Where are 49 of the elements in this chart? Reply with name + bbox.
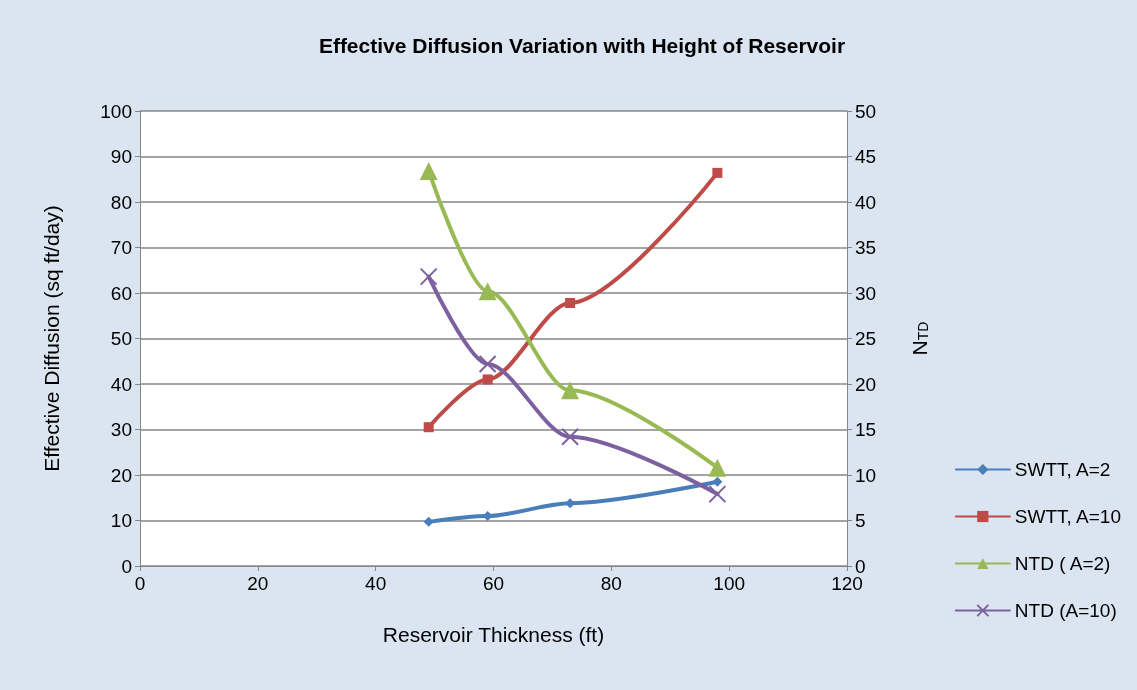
point <box>478 354 497 373</box>
legend-label: SWTT, A=2 <box>1014 459 1111 480</box>
x-tick-label: 60 <box>482 573 505 594</box>
legend-label: NTD ( A=2) <box>1014 553 1111 574</box>
point <box>423 516 434 527</box>
y-tick-label: 50 <box>110 328 132 349</box>
point <box>423 422 434 433</box>
y2-tick-label: 35 <box>855 237 877 258</box>
point <box>708 485 727 504</box>
point <box>478 282 497 301</box>
x-tick-label: 40 <box>365 573 387 594</box>
y-tick-label: 30 <box>110 419 132 440</box>
point <box>561 381 580 400</box>
point <box>565 298 576 309</box>
y-tick-label: 80 <box>110 191 132 213</box>
y2-tick-label: 45 <box>855 146 877 167</box>
x-tick-label: 20 <box>247 573 269 594</box>
y2-tick-label: 40 <box>855 191 877 213</box>
y2-tick-label: 25 <box>855 328 877 349</box>
y2-tick-label: 50 <box>855 100 877 122</box>
x-tick-label: 80 <box>600 573 622 594</box>
x-tick-label: 0 <box>134 573 146 594</box>
x-tick-label: 100 <box>713 573 746 594</box>
point <box>712 476 723 487</box>
y2-tick-label: 15 <box>855 419 877 440</box>
y-tick-label: 100 <box>100 100 132 122</box>
point <box>419 162 438 181</box>
point <box>561 427 580 446</box>
y2-tick-label: 10 <box>855 464 877 486</box>
legend-label: NTD (A=10) <box>1014 600 1117 621</box>
y2-axis-title: NTD <box>908 321 931 356</box>
point <box>419 267 438 286</box>
y-axis-title: Effective Diffusion (sq ft/day) <box>40 205 63 472</box>
y-tick-label: 0 <box>121 555 132 577</box>
y2-tick-label: 5 <box>855 510 866 531</box>
y-tick-label: 90 <box>110 146 132 167</box>
y2-tick-label: 20 <box>855 373 877 395</box>
point <box>712 167 723 178</box>
point <box>708 458 727 477</box>
point <box>482 374 493 385</box>
y-tick-label: 60 <box>110 282 132 304</box>
legend-label: SWTT, A=10 <box>1014 506 1121 527</box>
y-tick-label: 10 <box>110 510 132 531</box>
y-tick-label: 20 <box>110 464 132 486</box>
y-tick-label: 40 <box>110 373 132 395</box>
x-axis-title: Reservoir Thickness (ft) <box>382 623 605 646</box>
chart-title: Effective Diffusion Variation with Height of Reservoir <box>318 34 846 57</box>
y2-tick-label: 30 <box>855 282 877 304</box>
y-tick-label: 70 <box>110 237 132 258</box>
